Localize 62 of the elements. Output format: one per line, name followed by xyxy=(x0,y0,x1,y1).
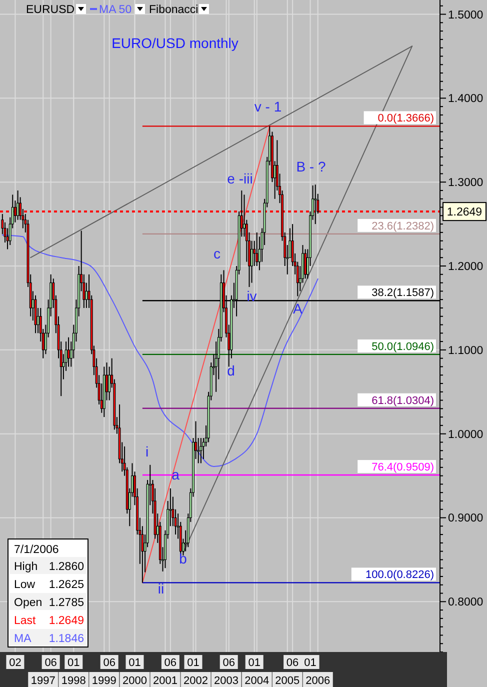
x2-tick-label: 02 xyxy=(9,657,22,669)
text: EURO/USD monthly xyxy=(112,35,238,51)
y-tick-label: 1.5000 xyxy=(448,9,484,22)
y-tick-label: 0.8000 xyxy=(448,596,484,609)
x2-tick-label: 01 xyxy=(187,657,200,669)
x2-tick-label: 06 xyxy=(103,657,116,669)
y-tick-label: 1.3000 xyxy=(448,177,484,190)
x2-tick-label: 01 xyxy=(248,657,260,669)
ref-line-label: 0.0(1.3666) xyxy=(378,112,434,125)
y-tick-label: 1.2000 xyxy=(448,261,484,274)
annotation: EURUSD xyxy=(26,4,75,16)
annotation: 1.2625 xyxy=(48,579,84,591)
y-tick-label: 1.0000 xyxy=(448,428,484,441)
annotation: c xyxy=(214,246,220,262)
annotation: d xyxy=(227,362,235,379)
ref-line-label: 50.0(1.0946) xyxy=(372,340,434,353)
x2-tick-label: 01 xyxy=(304,657,316,669)
annotation: i xyxy=(145,444,149,460)
ref-line-label: 1.2649 xyxy=(446,206,482,219)
annotation: 1.2649 xyxy=(48,615,84,627)
annotation: 7/1/2006 xyxy=(14,544,59,556)
annotation: iv xyxy=(246,288,257,304)
annotation: v - 1 xyxy=(254,98,282,115)
annotation: B - ? xyxy=(296,158,326,175)
x2-tick-label: 06 xyxy=(44,657,57,669)
y-tick-label: 1.4000 xyxy=(448,93,484,106)
annotation: ii xyxy=(158,580,164,597)
x-tick-label: 2004 xyxy=(244,675,270,687)
ref-line-label: 38.2(1.1587) xyxy=(372,287,434,300)
annotation: 1.2785 xyxy=(48,597,84,609)
annotation: High xyxy=(14,561,38,573)
x-tick-label: 1998 xyxy=(61,675,86,687)
annotation: e -iii xyxy=(227,170,253,187)
y-tick-label: 1.1000 xyxy=(448,344,484,357)
x-tick-label: 2006 xyxy=(306,675,330,687)
annotation: A xyxy=(292,300,303,316)
ref-line-label: 100.0(0.8226) xyxy=(366,569,434,582)
x-tick-label: 2002 xyxy=(184,675,208,687)
x-tick-label: 1999 xyxy=(92,675,116,687)
x-tick-label: 2003 xyxy=(214,675,239,687)
x2-tick-label: 06 xyxy=(286,657,299,669)
ref-line-label: 61.8(1.0304) xyxy=(372,394,434,407)
x-tick-label: 1997 xyxy=(30,675,56,687)
annotation: b xyxy=(179,550,188,567)
annotation: Open xyxy=(14,597,42,609)
annotation: Low xyxy=(14,579,36,591)
legend-label: MA 50 xyxy=(99,4,132,16)
annotation: Last xyxy=(14,615,37,627)
y-tick-label: 0.9000 xyxy=(448,512,484,525)
annotation: MA xyxy=(14,633,32,645)
x2-tick-label: 01 xyxy=(128,657,141,669)
x-tick-label: 2001 xyxy=(153,675,178,687)
ref-line-label: 76.4(0.9509) xyxy=(372,462,434,474)
ref-line-label: 23.6(1.2382) xyxy=(372,220,434,232)
annotation: 1.2860 xyxy=(48,561,84,573)
x2-tick-label: 06 xyxy=(222,657,235,669)
annotation: Fibonacci xyxy=(149,4,198,16)
x-tick-label: 2000 xyxy=(122,675,147,687)
x2-tick-label: 06 xyxy=(164,657,177,669)
annotation: 1.1846 xyxy=(48,633,84,645)
x2-tick-label: 01 xyxy=(68,657,80,669)
x-tick-label: 2005 xyxy=(275,675,300,687)
